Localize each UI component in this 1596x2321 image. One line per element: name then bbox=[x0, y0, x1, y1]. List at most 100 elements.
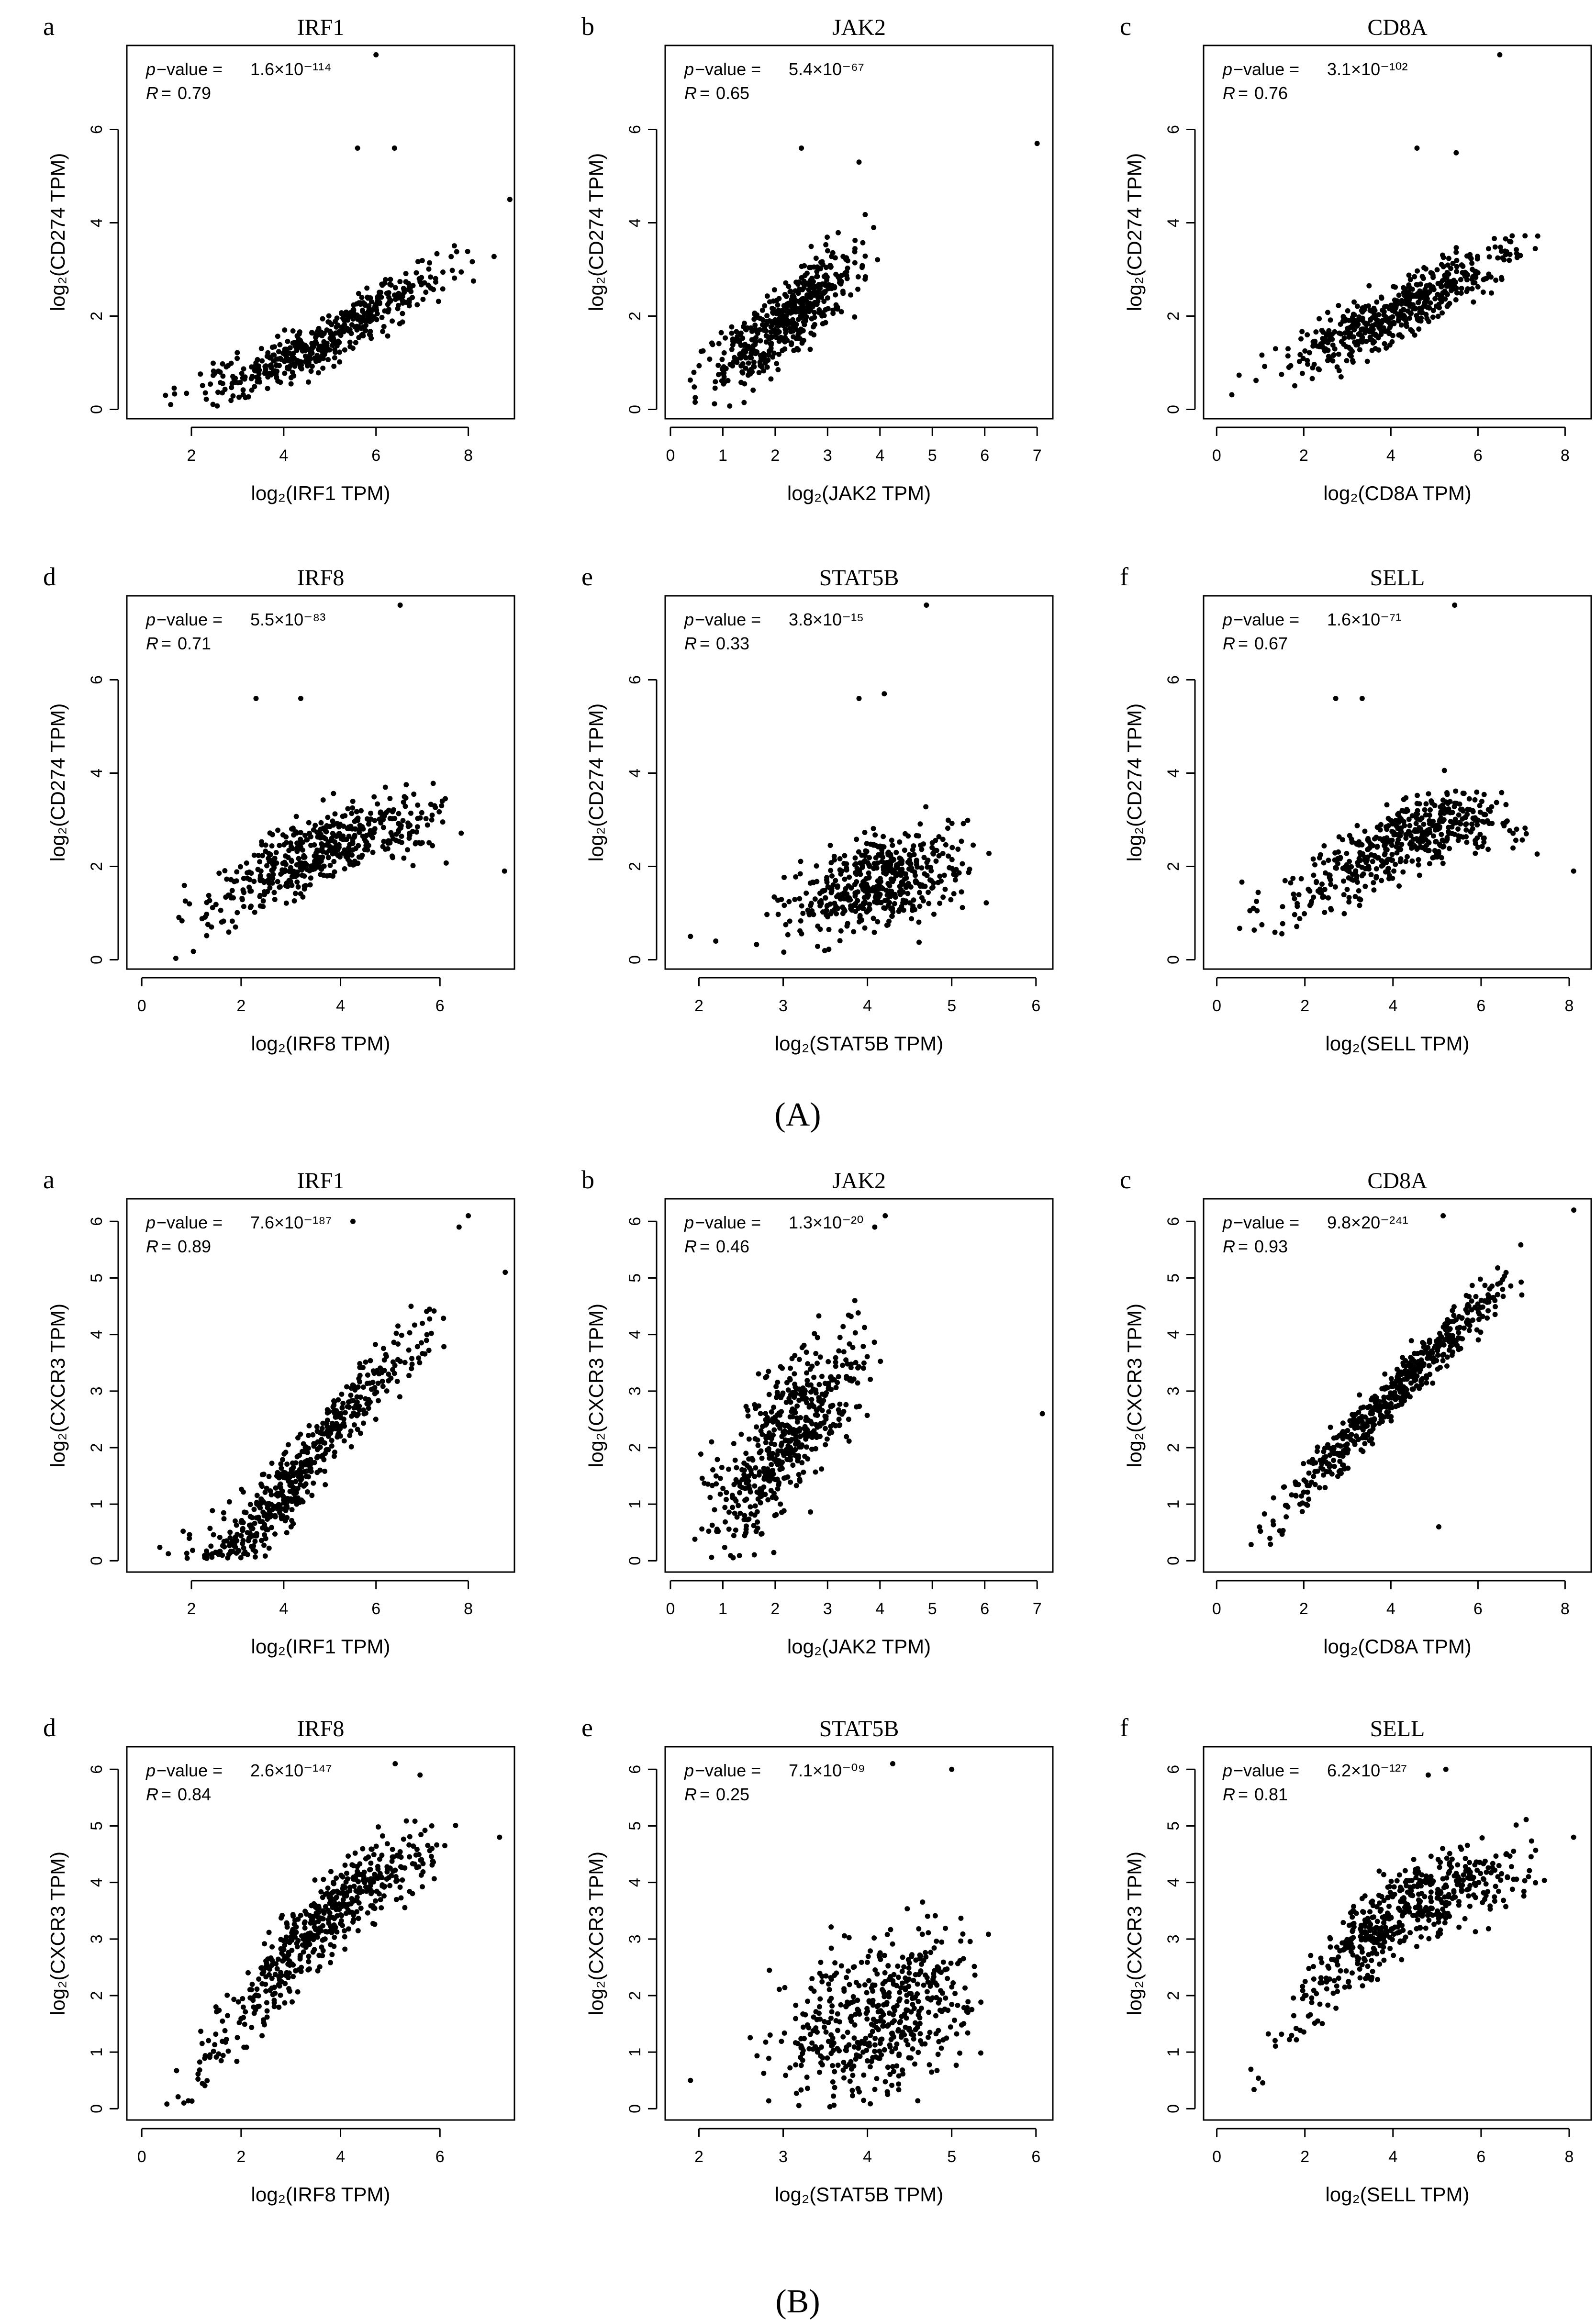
data-point bbox=[267, 1546, 272, 1551]
data-point bbox=[823, 1442, 828, 1447]
data-point bbox=[812, 322, 817, 327]
data-point bbox=[354, 327, 359, 333]
data-point bbox=[379, 295, 384, 300]
data-point bbox=[1362, 321, 1367, 326]
data-point bbox=[471, 279, 476, 284]
r-value: 0.65 bbox=[716, 83, 749, 103]
data-point bbox=[356, 335, 361, 340]
data-point bbox=[732, 355, 737, 360]
x-tick-label: 3 bbox=[779, 997, 788, 1015]
data-point bbox=[854, 866, 859, 871]
data-point bbox=[1430, 1381, 1435, 1386]
data-point bbox=[872, 930, 877, 935]
data-point bbox=[400, 319, 405, 324]
data-point bbox=[820, 281, 825, 287]
data-point bbox=[216, 2051, 221, 2056]
data-point bbox=[751, 359, 757, 365]
data-point bbox=[814, 274, 819, 279]
data-point bbox=[397, 279, 402, 284]
data-point bbox=[800, 1385, 805, 1391]
data-point bbox=[1344, 887, 1350, 892]
data-point bbox=[306, 1433, 311, 1438]
data-point bbox=[303, 883, 308, 888]
data-point bbox=[1417, 294, 1422, 299]
data-point bbox=[1345, 1434, 1350, 1439]
data-point bbox=[353, 846, 358, 851]
data-point bbox=[1462, 1326, 1467, 1331]
data-point bbox=[417, 1360, 422, 1365]
y-tick-label: 5 bbox=[626, 1273, 644, 1283]
data-point bbox=[174, 2068, 179, 2073]
data-point bbox=[759, 1531, 764, 1537]
data-point bbox=[774, 361, 779, 366]
data-point bbox=[805, 1361, 810, 1366]
data-point bbox=[749, 329, 755, 334]
data-point bbox=[326, 1434, 331, 1439]
data-point bbox=[1380, 1414, 1385, 1419]
r-equals: = bbox=[1238, 634, 1248, 653]
p-value-prefix: p bbox=[145, 1213, 156, 1232]
data-point bbox=[272, 1531, 278, 1537]
data-point bbox=[691, 370, 696, 375]
data-point bbox=[331, 832, 336, 837]
y-tick-label: 0 bbox=[626, 1556, 644, 1565]
data-point bbox=[1262, 1511, 1267, 1517]
data-point bbox=[424, 1338, 429, 1343]
data-point bbox=[381, 1893, 387, 1898]
data-point bbox=[919, 865, 924, 870]
data-point bbox=[356, 291, 361, 296]
x-tick-label: 8 bbox=[1565, 997, 1574, 1015]
r-label: R bbox=[684, 83, 697, 103]
data-point bbox=[1357, 347, 1362, 352]
data-point bbox=[1504, 1270, 1509, 1275]
y-tick-label: 4 bbox=[1164, 1330, 1183, 1339]
data-point bbox=[925, 873, 930, 878]
data-point bbox=[819, 259, 825, 264]
data-point bbox=[277, 363, 282, 368]
data-point bbox=[269, 868, 274, 873]
data-point bbox=[357, 823, 363, 828]
data-point bbox=[1482, 1283, 1487, 1288]
data-point bbox=[722, 350, 727, 356]
data-point bbox=[865, 894, 870, 899]
data-point bbox=[854, 879, 859, 884]
data-point bbox=[780, 1466, 785, 1471]
data-point bbox=[1335, 856, 1340, 861]
data-point bbox=[840, 1363, 845, 1368]
data-point bbox=[267, 885, 272, 891]
data-point bbox=[1297, 1502, 1303, 1507]
data-point bbox=[1455, 826, 1461, 832]
data-point bbox=[855, 1380, 860, 1385]
data-point bbox=[1405, 294, 1410, 300]
y-tick-label: 1 bbox=[1164, 1500, 1183, 1509]
data-point bbox=[278, 1485, 283, 1490]
data-point bbox=[729, 324, 734, 330]
data-point bbox=[761, 1466, 767, 1471]
data-point bbox=[713, 938, 718, 944]
data-point bbox=[832, 854, 837, 859]
data-point bbox=[428, 274, 433, 279]
data-point bbox=[1370, 843, 1375, 848]
data-point bbox=[1482, 819, 1487, 825]
data-point bbox=[1389, 339, 1395, 345]
x-tick-label: 2 bbox=[1299, 1600, 1308, 1618]
data-point bbox=[306, 820, 312, 826]
data-point bbox=[1318, 852, 1323, 858]
data-point bbox=[771, 1428, 777, 1433]
data-point bbox=[429, 817, 435, 823]
data-point bbox=[744, 1496, 749, 1502]
data-point bbox=[1522, 826, 1528, 831]
data-point bbox=[279, 1516, 284, 1521]
data-point bbox=[364, 1401, 369, 1406]
p-value-label: −value = bbox=[1233, 1213, 1299, 1232]
data-point bbox=[825, 275, 830, 280]
data-point bbox=[300, 894, 305, 900]
y-tick-label: 2 bbox=[88, 1991, 106, 2000]
data-point bbox=[350, 346, 356, 351]
data-point bbox=[779, 1448, 784, 1453]
data-point bbox=[420, 297, 425, 302]
data-point bbox=[1341, 879, 1346, 884]
data-point bbox=[350, 1219, 356, 1224]
data-point bbox=[906, 881, 911, 886]
